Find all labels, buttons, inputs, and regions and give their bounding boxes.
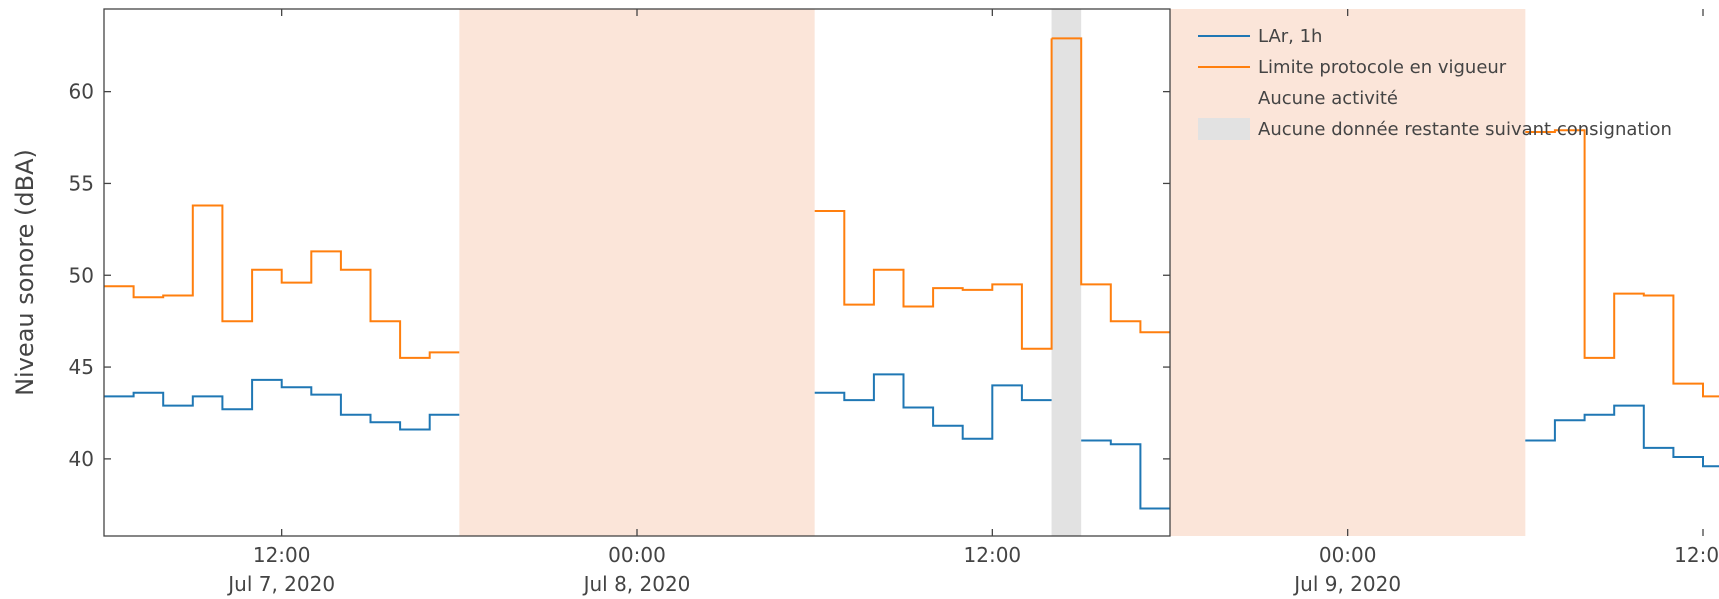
legend-label-4: Aucune donnée restante suivant consignat… <box>1258 119 1672 140</box>
series-1-segment-3 <box>1081 439 1170 510</box>
series-1-segment-2 <box>814 373 1052 440</box>
legend-label-1: LAr, 1h <box>1258 26 1322 47</box>
x-tick-label-3: 12:00 <box>964 543 1022 567</box>
legend: LAr, 1h Limite protocole en vigueur Aucune… <box>1198 26 1672 140</box>
x-tick-label-4: 00:00 <box>1319 543 1377 567</box>
y-tick-label-50: 50 <box>69 263 94 287</box>
x-tick-sublabel-2: Jul 8, 2020 <box>582 572 691 596</box>
y-tick-label-55: 55 <box>69 171 94 195</box>
y-axis-title: Niveau sonore (dBA) <box>11 149 39 396</box>
y-tick-label-45: 45 <box>69 355 94 379</box>
series-2-segment-3 <box>1051 37 1170 334</box>
series-1-segment-4 <box>1525 404 1719 468</box>
series-1-segment-1 <box>104 378 460 431</box>
axes-layer: 40 45 50 55 60 12:00 Jul 7, 2020 00:00 Jul 8, 20… <box>69 9 1719 596</box>
legend-label-3: Aucune activité <box>1258 88 1398 109</box>
x-tick-label-1: 12:00 <box>253 543 311 567</box>
band-1 <box>459 9 815 536</box>
series-2-segment-4 <box>1525 129 1719 398</box>
series-2-segment-2 <box>814 38 1053 350</box>
y-tick-label-40: 40 <box>69 447 94 471</box>
x-tick-label-2: 00:00 <box>608 543 666 567</box>
x-tick-sublabel-4: Jul 9, 2020 <box>1292 572 1401 596</box>
series-layer <box>104 37 1719 510</box>
x-tick-sublabel-1: Jul 7, 2020 <box>226 572 335 596</box>
band-3 <box>1051 9 1082 536</box>
y-tick-label-60: 60 <box>69 80 94 104</box>
legend-label-2: Limite protocole en vigueur <box>1258 57 1507 78</box>
legend-swatch-4 <box>1198 118 1250 140</box>
series-2-segment-1 <box>104 204 460 359</box>
x-tick-label-5: 12:00 <box>1674 543 1719 567</box>
legend-swatch-3 <box>1198 87 1250 109</box>
